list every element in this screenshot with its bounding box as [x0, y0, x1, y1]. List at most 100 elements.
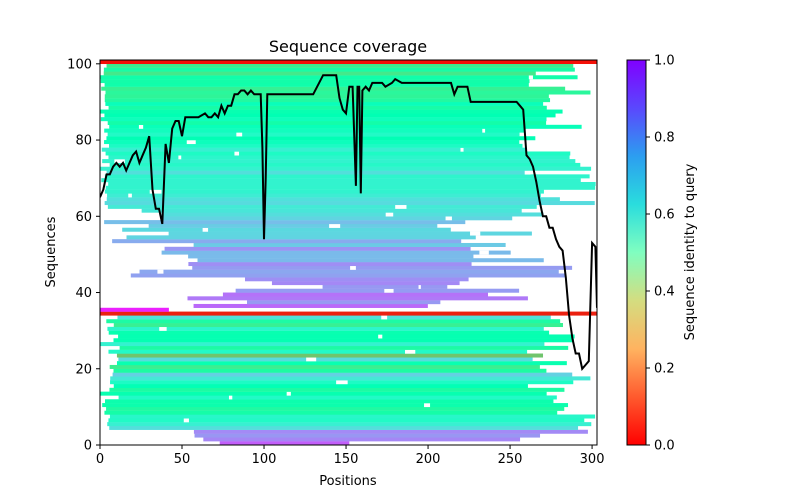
coverage-bar [113, 384, 528, 389]
coverage-bar [101, 178, 581, 183]
coverage-bar [102, 403, 569, 408]
coverage-bar [112, 239, 462, 244]
coverage-bar [110, 376, 591, 381]
colorbar-tick-label: 0.8 [654, 131, 675, 146]
coverage-gap [178, 155, 182, 160]
coverage-gap [234, 151, 240, 156]
y-axis-label: Sequences [44, 216, 59, 287]
coverage-bar [104, 174, 590, 179]
coverage-gap [183, 418, 189, 423]
coverage-bar [107, 120, 547, 126]
coverage-bar [118, 395, 557, 400]
coverage-bar [119, 345, 569, 350]
colorbar-tick-label: 1.0 [654, 54, 675, 69]
coverage-bar [322, 284, 448, 289]
coverage-bar [197, 258, 544, 263]
coverage-bar [193, 242, 506, 247]
y-tick-label: 40 [75, 286, 92, 301]
x-axis: 0 50 100 150 200 250 300 [96, 445, 605, 467]
coverage-bars [100, 60, 597, 445]
coverage-bar [112, 372, 573, 377]
coverage-bar [164, 246, 471, 251]
coverage-gap [336, 380, 348, 385]
x-tick-label: 250 [498, 452, 523, 467]
coverage-bar [126, 235, 476, 240]
x-tick-label: 0 [96, 452, 104, 467]
coverage-bar [104, 189, 544, 194]
coverage-bar [188, 262, 472, 267]
coverage-gap [424, 403, 431, 408]
y-tick-label: 60 [75, 210, 92, 225]
coverage-bar [106, 63, 574, 68]
coverage-bar [100, 109, 563, 114]
coverage-bar [105, 101, 544, 106]
coverage-gap [157, 269, 164, 274]
coverage-gap [528, 75, 533, 80]
coverage-bar [103, 67, 575, 72]
coverage-bar [104, 140, 520, 145]
coverage-bar [100, 79, 530, 84]
coverage-bar [101, 86, 566, 91]
coverage-gap [418, 284, 421, 289]
coverage-gap [479, 250, 489, 255]
coverage-bar [222, 292, 489, 297]
coverage-bar [141, 208, 522, 213]
coverage-bar [161, 212, 544, 217]
y-tick-label: 20 [75, 362, 92, 377]
coverage-bar [108, 330, 550, 335]
coverage-bar [105, 399, 554, 404]
coverage-bar [104, 201, 595, 206]
coverage-bar [116, 361, 567, 366]
coverage-bar [103, 71, 536, 76]
colorbar-tick-label: 0.2 [654, 362, 675, 377]
coverage-gap [138, 124, 144, 129]
coverage-gap [381, 315, 388, 320]
coverage-bar [108, 349, 528, 354]
coverage-bar [104, 82, 529, 87]
x-tick-label: 50 [174, 452, 191, 467]
coverage-gap [149, 189, 162, 194]
coverage-bar [106, 136, 536, 141]
coverage-bar [117, 315, 551, 320]
colorbar-label: Sequence identity to query [683, 163, 698, 340]
coverage-gap [306, 357, 317, 362]
coverage-bar [203, 437, 521, 442]
coverage-bar [130, 273, 566, 278]
coverage-bar [107, 132, 520, 137]
coverage-gap [128, 193, 132, 198]
colorbar-tick-label: 0.4 [654, 285, 675, 300]
coverage-bar [187, 296, 528, 301]
coverage-gap [384, 288, 394, 293]
coverage-bar [113, 338, 574, 343]
coverage-bar [107, 326, 544, 331]
coverage-bar [100, 60, 597, 65]
coverage-bar [192, 265, 573, 270]
coverage-bar [244, 277, 469, 282]
coverage-bar [104, 94, 549, 99]
x-tick-label: 300 [580, 452, 605, 467]
coverage-bar [108, 181, 596, 186]
y-tick-label: 80 [75, 134, 92, 149]
coverage-bar [219, 441, 350, 445]
coverage-bar [108, 418, 585, 423]
coverage-bar [109, 124, 582, 129]
coverage-gap [445, 216, 452, 221]
coverage-gap [482, 128, 486, 133]
coverage-bar [162, 216, 513, 221]
coverage-bar [193, 303, 428, 308]
coverage-gap [378, 334, 383, 339]
coverage-gap [470, 231, 481, 236]
x-tick-label: 150 [334, 452, 359, 467]
coverage-bar [104, 113, 556, 118]
coverage-bar [113, 323, 564, 328]
coverage-bar [107, 193, 541, 198]
coverage-bar [100, 166, 592, 171]
coverage-bar [107, 422, 592, 427]
coverage-bar [106, 170, 528, 175]
coverage-gap [228, 395, 233, 400]
coverage-bar [104, 220, 466, 225]
coverage-bar [105, 185, 596, 190]
coverage-bar [139, 269, 559, 274]
coverage-bar [100, 75, 578, 80]
coverage-bar [108, 155, 570, 160]
